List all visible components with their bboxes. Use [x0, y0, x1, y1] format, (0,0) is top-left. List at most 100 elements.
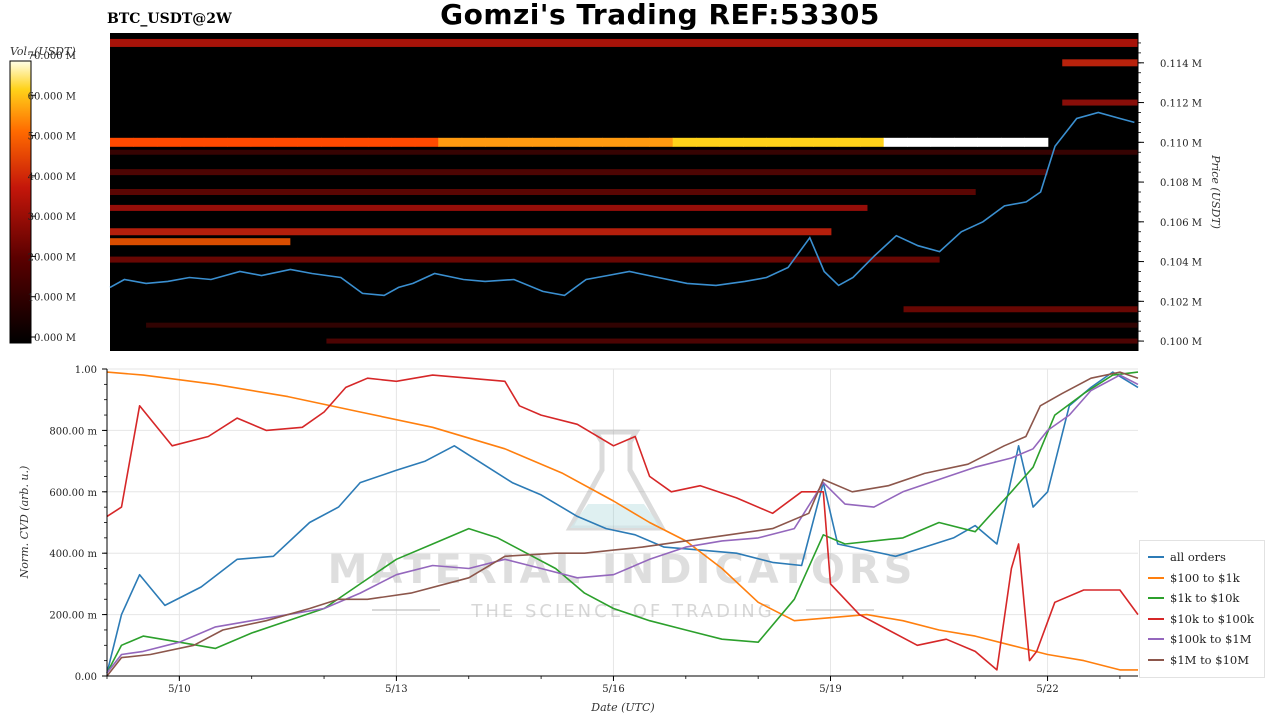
- heat-cell: [836, 137, 861, 147]
- cvd-series-lines: [106, 371, 1139, 677]
- cvd-y-axis: 0.00 200.00 m 400.00 m 600.00 m 800.00 m 1.00: [49, 365, 107, 683]
- heat-cell: [672, 137, 697, 147]
- heat-cell: [367, 137, 392, 147]
- cvd-y-tick-label: 600.00 m: [49, 488, 97, 499]
- cvd-y-tick-label: 0.00: [75, 672, 97, 683]
- heat-cell: [1024, 137, 1049, 147]
- legend-item: all orders: [1148, 549, 1226, 565]
- colorbar-tick-label: 60.000 M: [28, 91, 76, 102]
- heat-band: [110, 238, 291, 246]
- heat-cell: [156, 137, 181, 147]
- colorbar-title: Vol. (USDT): [10, 45, 76, 58]
- legend-item: $10k to $100k: [1148, 611, 1254, 627]
- cvd-y-tick-label: 1.00: [75, 365, 97, 376]
- heat-cell: [344, 137, 369, 147]
- heat-cell: [461, 137, 486, 147]
- volume-colorbar: Vol. (USDT) 0.000 M 10.000 M 20.000 M 30.00…: [9, 45, 76, 344]
- heat-band: [146, 322, 1138, 328]
- heat-cell: [321, 137, 345, 147]
- colorbar-ticks: 0.000 M 10.000 M 20.000 M 30.000 M 40.000 M 5…: [28, 51, 76, 344]
- colorbar-tick-label: 10.000 M: [28, 293, 76, 304]
- price-tick-label: 0.112 M: [1160, 99, 1202, 110]
- colorbar-tick-label: 0.000 M: [34, 333, 76, 344]
- heat-cell: [719, 137, 744, 147]
- heat-cell: [883, 137, 908, 147]
- colorbar-tick-label: 50.000 M: [28, 132, 76, 143]
- colorbar-tick-label: 40.000 M: [28, 172, 76, 183]
- cvd-y-axis-title: Norm. CVD (arb. u.): [18, 466, 31, 580]
- heat-cell: [438, 137, 463, 147]
- legend-item: $100k to $1M: [1148, 631, 1252, 647]
- heat-band: [110, 256, 940, 263]
- price-tick-label: 0.114 M: [1160, 59, 1202, 70]
- cvd-series-line-5: [106, 371, 1139, 677]
- heat-cell: [414, 137, 439, 147]
- heat-band: [110, 204, 868, 211]
- heat-band: [110, 169, 1048, 176]
- heat-band: [903, 306, 1138, 313]
- heat-cell: [696, 137, 721, 147]
- cvd-x-tick-label: 5/16: [602, 684, 624, 695]
- cvd-series-line-0: [106, 371, 1139, 674]
- heat-cell: [180, 137, 205, 147]
- price-tick-label: 0.106 M: [1160, 218, 1202, 229]
- cvd-y-tick-label: 400.00 m: [49, 549, 97, 560]
- cvd-legend: all orders $100 to $1k $1k to $10k $10k to …: [1139, 540, 1265, 678]
- heat-band: [110, 189, 976, 195]
- heat-cell: [813, 137, 838, 147]
- cvd-y-tick-label: 200.00 m: [49, 611, 97, 622]
- legend-label: $100 to $1k: [1170, 570, 1240, 585]
- cvd-y-tick-label: 800.00 m: [49, 426, 97, 437]
- legend-swatch: [1148, 658, 1164, 661]
- heat-cell: [766, 137, 791, 147]
- price-tick-label: 0.108 M: [1160, 178, 1202, 189]
- cvd-chart: MATERIAL INDICATORS THE SCIENCE OF TRADI…: [18, 365, 1139, 714]
- heatmap-cells: [110, 38, 1139, 344]
- price-tick-label: 0.110 M: [1160, 138, 1202, 149]
- legend-label: $1M to $10M: [1170, 652, 1249, 667]
- heat-cell: [133, 137, 158, 147]
- heat-cell: [954, 137, 978, 147]
- heat-cell: [789, 137, 814, 147]
- heat-cell: [532, 137, 556, 147]
- legend-label: $100k to $1M: [1170, 632, 1252, 646]
- cvd-x-tick-label: 5/13: [385, 684, 407, 695]
- legend-swatch: [1148, 597, 1164, 599]
- legend-label: all orders: [1170, 550, 1226, 564]
- price-tick-label: 0.104 M: [1160, 258, 1202, 269]
- chart-title: Gomzi's Trading REF:53305: [440, 0, 880, 31]
- heat-cell: [485, 137, 510, 147]
- heat-cell: [555, 137, 580, 147]
- legend-item: $100 to $1k: [1148, 570, 1240, 586]
- legend-item: $1M to $10M: [1148, 652, 1249, 668]
- legend-swatch: [1148, 576, 1164, 579]
- cvd-plot-area: [107, 369, 1138, 676]
- heat-cell: [391, 137, 416, 147]
- price-line: [109, 111, 1135, 297]
- cvd-series-line-3: [106, 374, 1139, 671]
- colorbar-gradient: [9, 60, 32, 344]
- heat-cell: [227, 137, 252, 147]
- heat-cell: [1000, 137, 1025, 147]
- heat-cell: [203, 137, 228, 147]
- heat-band: [110, 228, 832, 236]
- orderbook-heatmap: 0.100 M 0.102 M 0.104 M 0.106 M 0.108 M 0.110…: [109, 33, 1222, 351]
- heat-band: [1062, 59, 1138, 67]
- heat-cell: [578, 137, 603, 147]
- price-tick-label: 0.100 M: [1160, 337, 1202, 348]
- heat-cell: [977, 137, 1002, 147]
- legend-swatch: [1148, 556, 1164, 558]
- cvd-x-tick-label: 5/10: [168, 684, 190, 695]
- heat-cell: [625, 137, 650, 147]
- heat-cell: [602, 137, 627, 147]
- heat-cell: [743, 137, 767, 147]
- heat-band: [1062, 99, 1138, 106]
- colorbar-tick-label: 30.000 M: [28, 212, 76, 223]
- cvd-x-tick-label: 5/22: [1036, 684, 1058, 695]
- heat-band: [110, 149, 1138, 155]
- heat-cell: [860, 137, 885, 147]
- price-axis: 0.100 M 0.102 M 0.104 M 0.106 M 0.108 M 0.110…: [1137, 33, 1202, 351]
- cvd-series-line-2: [106, 371, 1139, 674]
- price-axis-title: Price (USDT): [1209, 154, 1222, 229]
